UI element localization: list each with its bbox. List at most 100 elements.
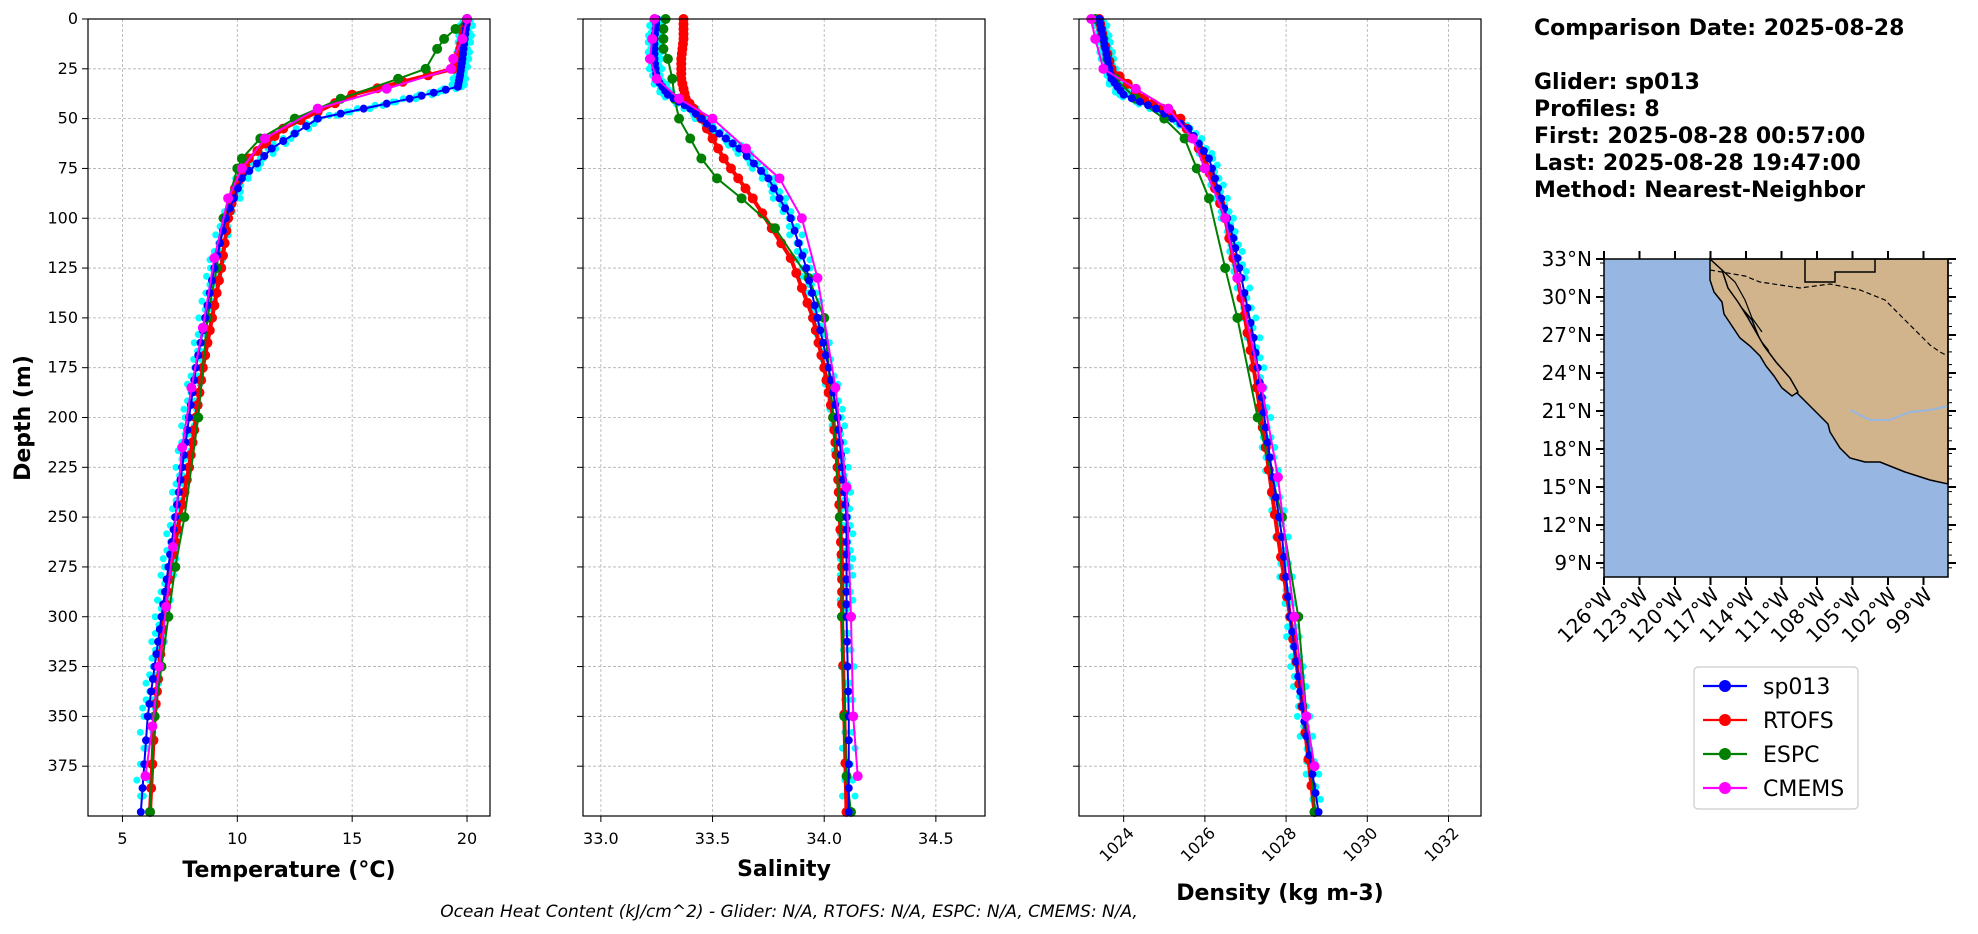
data-point [1229, 234, 1238, 243]
data-point [852, 771, 863, 782]
data-point [1204, 154, 1213, 163]
lat-label: 12°N [1542, 513, 1592, 537]
data-point [842, 600, 851, 609]
data-point [138, 784, 147, 793]
data-point [1152, 104, 1161, 113]
data-point [708, 124, 717, 133]
data-point [200, 350, 211, 361]
data-point [154, 637, 163, 646]
glider-spread-point [785, 223, 793, 231]
data-point [336, 109, 345, 118]
glider-spread-point [142, 679, 150, 687]
data-point [136, 808, 145, 817]
data-point [237, 174, 246, 183]
data-point [794, 239, 803, 248]
data-point [769, 184, 778, 193]
data-point [1301, 711, 1312, 722]
lat-label: 9°N [1554, 551, 1592, 575]
glider-spread-point [1238, 247, 1246, 255]
data-point [1308, 770, 1317, 779]
glider-spread-point [180, 405, 188, 413]
data-point [1207, 164, 1216, 173]
map-gulf-of-california [1721, 269, 1763, 333]
y-tick-label: 325 [47, 657, 78, 676]
data-point [658, 23, 669, 34]
data-point [142, 736, 151, 745]
data-point [749, 159, 758, 168]
y-tick-label: 75 [58, 158, 78, 177]
data-point [279, 137, 288, 146]
legend-label: CMEMS [1763, 777, 1844, 802]
data-point [842, 587, 851, 596]
comparison-date: Comparison Date: 2025-08-28 [1534, 16, 1905, 41]
glider-spread-point [148, 638, 156, 646]
data-point [1311, 789, 1320, 798]
density-xlabel: Density (kg m-3) [1176, 881, 1384, 906]
data-point [147, 687, 156, 696]
x-tick-label: 34.5 [918, 829, 954, 848]
data-point [236, 163, 247, 174]
data-point [1130, 83, 1141, 94]
data-point [313, 114, 322, 123]
glider-spread-point [198, 297, 206, 305]
data-point [674, 93, 685, 104]
glider-spread-point [157, 571, 165, 579]
glider-spread-point [843, 447, 851, 455]
data-point [1187, 133, 1198, 144]
data-point [742, 151, 751, 160]
data-point [236, 153, 247, 164]
data-point [439, 33, 450, 44]
x-tick-label: 5 [117, 829, 127, 848]
glider-spread-point [645, 65, 653, 73]
data-point [740, 183, 751, 194]
lat-label: 18°N [1542, 437, 1592, 461]
depth-ylabel: Depth (m) [11, 355, 36, 481]
data-point [846, 611, 856, 622]
glider-spread-point [465, 48, 473, 56]
glider-spread-point [1223, 194, 1231, 202]
data-point [154, 661, 165, 672]
data-point [417, 91, 426, 100]
glider-spread-point [236, 194, 244, 202]
data-point [802, 297, 813, 308]
data-point [685, 133, 696, 144]
data-point [176, 475, 185, 484]
glider-spread-point [851, 792, 859, 800]
data-point [786, 214, 795, 223]
data-point [209, 300, 220, 311]
lat-label: 21°N [1542, 399, 1592, 423]
data-point [725, 163, 736, 174]
glider-spread-point [1229, 214, 1237, 222]
data-point [1203, 193, 1214, 204]
data-point [844, 808, 853, 817]
data-point [844, 760, 853, 769]
profile-count: Profiles: 8 [1534, 97, 1660, 122]
glider-spread-point [786, 231, 794, 239]
x-tick-label: 33.5 [695, 829, 731, 848]
series-cmems [1086, 14, 1320, 772]
data-point [147, 721, 158, 732]
data-point [844, 784, 853, 793]
data-point [1256, 382, 1267, 393]
x-tick-label: 34.0 [806, 829, 842, 848]
glider-name: Glider: sp013 [1534, 70, 1700, 95]
data-point [1240, 288, 1249, 297]
lat-label: 33°N [1542, 247, 1592, 271]
glider-spread-point [159, 555, 167, 563]
data-point [143, 712, 152, 721]
data-point [1290, 642, 1299, 651]
lat-label: 15°N [1542, 475, 1592, 499]
data-point [217, 250, 228, 261]
data-point [781, 204, 790, 213]
data-point [805, 276, 814, 285]
data-point [290, 129, 299, 138]
data-point [1314, 808, 1323, 817]
glider-spread-point [1252, 314, 1260, 322]
data-point [741, 143, 752, 154]
data-point [1135, 97, 1144, 106]
data-point [457, 33, 468, 44]
data-point [1220, 263, 1231, 274]
salinity-panel: 33.0 33.5 34.0 34.5 Salinity [577, 14, 986, 882]
data-point [233, 184, 242, 193]
data-point [453, 82, 462, 91]
